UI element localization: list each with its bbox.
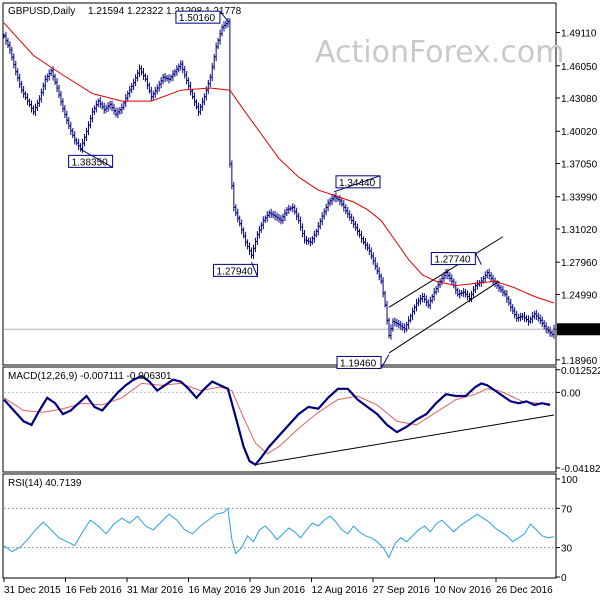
- annotation-label: 1.50160: [179, 13, 216, 24]
- price-layer: 1.50160 1.38350 1.34440 1.27940 1.27740 1.194…: [2, 10, 556, 369]
- annotation-leader: [219, 10, 229, 22]
- annotation-box: [213, 263, 258, 277]
- macd-label: MACD(12,26,9) -0.007111 -0.006301: [8, 371, 172, 382]
- annotation-leader: [80, 148, 113, 168]
- ohlc-high: 1.22322: [127, 6, 164, 17]
- x-tick-label: 31 Dec 2015: [4, 585, 61, 596]
- annotation-box: [336, 355, 382, 369]
- macd-y-tick-label: -0.041823: [561, 464, 600, 475]
- rsi-y-tick-label: 0: [561, 573, 567, 584]
- macd-y-tick-label: 0.012522: [561, 366, 600, 377]
- price-y-tick-label: 1.49110: [561, 29, 597, 40]
- x-tick-label: 16 Feb 2016: [66, 585, 123, 596]
- price-y-tick-label: 1.40020: [561, 127, 598, 138]
- x-tick-label: 26 Dec 2016: [496, 585, 553, 596]
- rsi-y-tick-label: 100: [561, 475, 578, 486]
- annotation-label: 1.34440: [339, 178, 376, 189]
- watermark: ActionForex.com: [315, 35, 564, 70]
- x-tick-label: 12 Aug 2016: [312, 585, 369, 596]
- annotation-label: 1.38350: [72, 157, 109, 168]
- annotation-leader: [380, 354, 390, 369]
- rsi-y-tick-label: 70: [561, 504, 573, 515]
- x-tick-label: 29 Jun 2016: [250, 585, 305, 596]
- annotation-box: [175, 10, 221, 24]
- ohlc-open: 1.21594: [88, 6, 125, 17]
- channel-lower-line: [388, 280, 500, 354]
- rsi-layer: [3, 507, 556, 559]
- annotation-label: 1.19460: [340, 358, 377, 369]
- macd-layer: [3, 374, 556, 467]
- price-y-tick-label: 1.31020: [561, 225, 598, 236]
- annotation-box: [430, 252, 476, 266]
- macd-y-tick-label: 0.00: [561, 388, 581, 399]
- price-annotation: 1.38350: [68, 148, 114, 168]
- price-y-tick-label: 1.18960: [561, 356, 598, 367]
- price-annotation: 1.19460: [336, 354, 390, 369]
- macd-line: [3, 374, 551, 467]
- x-tick-label: 16 May 2016: [189, 585, 247, 596]
- annotation-leader: [251, 262, 258, 277]
- axis-layer: 1.49110 1.46050 1.43080 1.40020 1.37050 1.339…: [3, 29, 600, 596]
- x-tick-label: 27 Sep 2016: [373, 585, 430, 596]
- price-annotation: 1.34440: [333, 175, 381, 193]
- ohlc-close: 1.21778: [205, 6, 242, 17]
- annotation-leader: [333, 175, 381, 193]
- price-y-tick-label: 1.37050: [561, 159, 598, 170]
- channel-upper-line: [388, 236, 504, 308]
- x-tick-label: 31 Mar 2016: [127, 585, 184, 596]
- moving-average-line: [3, 22, 555, 304]
- price-y-tick-label: 1.24990: [561, 290, 598, 301]
- price-annotation: 1.27740: [430, 252, 482, 266]
- annotation-box: [335, 175, 381, 189]
- price-y-tick-label: 1.46050: [561, 62, 598, 73]
- x-tick-label: 10 Nov 2016: [435, 585, 492, 596]
- last-price-marker: [557, 323, 600, 336]
- rsi-label: RSI(14) 40.7139: [8, 478, 82, 489]
- annotation-leader: [474, 252, 482, 265]
- price-annotation: 1.50160: [175, 10, 229, 24]
- rsi-y-tick-label: 30: [561, 544, 573, 555]
- macd-panel-frame: [2, 366, 557, 473]
- rsi-panel-frame: [2, 473, 557, 579]
- price-annotation: 1.27940: [213, 262, 258, 277]
- rsi-line: [3, 507, 555, 559]
- annotation-label: 1.27940: [217, 266, 254, 277]
- price-panel-frame: [2, 2, 557, 366]
- annotation-label: 1.27740: [434, 255, 471, 266]
- price-y-tick-label: 1.27960: [561, 258, 598, 269]
- price-y-tick-label: 1.43080: [561, 94, 598, 105]
- macd-trendline: [255, 414, 555, 466]
- price-bar: [552, 324, 556, 339]
- price-y-tick-label: 1.33990: [561, 193, 598, 204]
- symbol-label: GBPUSD,Daily: [8, 6, 75, 17]
- price-y-tick-label: 1.21778: [561, 325, 598, 336]
